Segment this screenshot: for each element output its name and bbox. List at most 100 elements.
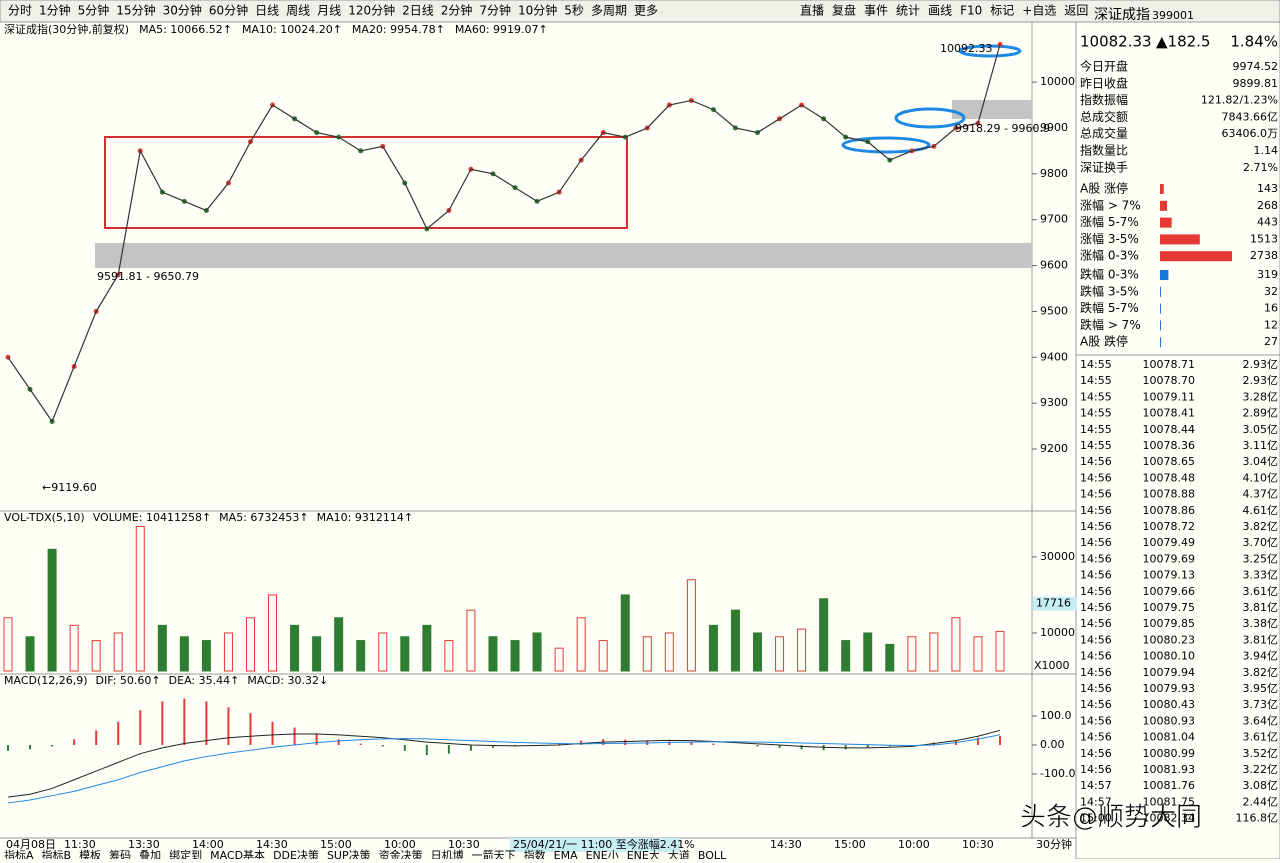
time-label: 10:00 [384,838,416,851]
volume-bar [25,636,35,672]
tick-time: 14:56 [1080,488,1112,501]
tick-time: 14:56 [1080,471,1112,484]
tool-button[interactable]: 事件 [864,4,888,18]
tick-time: 14:56 [1080,617,1112,630]
tick-time: 14:56 [1080,536,1112,549]
tick-volume: 2.44亿 [1243,795,1279,808]
period-tab[interactable]: 1分钟 [39,3,71,18]
tool-button[interactable]: +自选 [1022,4,1056,18]
breadth-label: A股 涨停 [1080,181,1128,196]
indicator-tab[interactable]: ENE大 [627,848,660,862]
breadth-bar [1160,251,1232,262]
indicator-tab[interactable]: MACD基本 [210,848,265,862]
tick-price: 10078.70 [1143,374,1196,387]
indicator-tab[interactable]: DDE决策 [273,848,319,862]
y-tick-label: 10000 [1040,75,1075,88]
time-label: 14:00 [192,838,224,851]
volume-bar [422,624,432,672]
stat-value: 1.14 [1254,144,1279,157]
period-tab[interactable]: 分时 [8,4,32,18]
stat-label: 指数振幅 [1080,92,1128,107]
tick-price: 10081.04 [1143,731,1196,744]
tick-time: 14:55 [1080,423,1112,436]
tick-volume: 3.82亿 [1243,666,1279,679]
breadth-label: 涨幅 > 7% [1080,197,1141,212]
period-tab[interactable]: 30分钟 [163,3,202,18]
period-tab[interactable]: 7分钟 [479,3,511,18]
tick-time: 14:57 [1080,795,1112,808]
tick-price: 10079.93 [1143,682,1196,695]
volume-label: MA5: 6732453↑ [219,511,308,524]
tick-volume: 3.38亿 [1243,617,1279,630]
breadth-count: 319 [1257,268,1278,281]
period-tab[interactable]: 5分钟 [78,3,110,18]
stat-value: 7843.66亿 [1222,110,1279,123]
stat-value: 121.82/1.23% [1201,94,1278,107]
tick-time: 14:56 [1080,682,1112,695]
stat-label: 总成交量 [1080,126,1128,141]
tick-volume: 3.94亿 [1243,650,1279,663]
tick-volume: 3.70亿 [1243,536,1279,549]
breadth-bar [1160,337,1161,348]
tick-time: 14:56 [1080,520,1112,533]
period-tab[interactable]: 周线 [286,4,310,18]
indicator-tab[interactable]: BOLL [698,849,727,862]
period-tab[interactable]: 2日线 [402,4,434,18]
indicator-tab[interactable]: EMA [554,849,578,862]
tick-volume: 3.64亿 [1243,714,1279,727]
indicator-tab[interactable]: 指标B [42,848,72,862]
period-tab[interactable]: 5秒 [564,4,584,18]
period-tab[interactable]: 60分钟 [209,3,248,18]
indicator-tab[interactable]: 一箭天下 [472,848,516,862]
time-label: 14:30 [770,838,802,851]
indicator-tab[interactable]: ENE小 [586,849,619,862]
period-tab[interactable]: 更多 [634,4,658,18]
tick-volume: 3.61亿 [1243,585,1279,598]
support-band [952,100,1032,119]
volume-bar [356,640,366,672]
period-tab[interactable]: 日线 [255,4,279,18]
tick-time: 14:56 [1080,569,1112,582]
indicator-tab[interactable]: 指标A [4,848,34,862]
indicator-tab[interactable]: 指数 [524,848,546,862]
tool-button[interactable]: 标记 [990,4,1014,18]
indicator-tab[interactable]: 模板 [79,848,101,862]
period-tab[interactable]: 10分钟 [518,3,557,18]
indicator-tab[interactable]: 日机博 [431,848,464,862]
tick-time: 14:56 [1080,666,1112,679]
period-tab[interactable]: 120分钟 [348,3,395,18]
tick-time: 14:55 [1080,390,1112,403]
breadth-label: 跌幅 5-7% [1080,300,1139,315]
tool-button[interactable]: 直播 [800,4,824,18]
indicator-tab[interactable]: 筹码 [109,848,131,862]
tool-button[interactable]: 画线 [928,4,952,18]
indicator-tab[interactable]: 叠加 [139,849,161,862]
volume-bar [69,624,79,672]
breadth-bar [1160,200,1168,211]
tick-price: 10078.41 [1143,407,1196,420]
tick-price: 10081.76 [1143,779,1196,792]
volume-bar [135,525,145,672]
volume-bar [488,636,498,672]
volume-bar [201,640,211,672]
tool-button[interactable]: 统计 [896,4,920,18]
tool-button[interactable]: 返回 [1064,4,1088,18]
stat-value: 9974.52 [1233,60,1279,73]
indicator-tab[interactable]: SUP决策 [327,848,371,862]
volume-bar [290,624,300,672]
indicator-tab[interactable]: 大道 [668,848,690,862]
volume-bar [47,548,57,672]
tick-price: 10080.43 [1143,698,1196,711]
indicator-tab[interactable]: 资金决策 [379,848,423,862]
period-tab[interactable]: 15分钟 [116,3,155,18]
tick-volume: 3.22亿 [1243,763,1279,776]
period-tab[interactable]: 月线 [317,4,341,18]
tick-volume: 2.89亿 [1243,407,1279,420]
indicator-tab[interactable]: 绑定到 [169,848,202,862]
tick-time: 14:55 [1080,374,1112,387]
time-label: 15:00 [834,838,866,851]
period-tab[interactable]: 2分钟 [441,3,473,18]
period-tab[interactable]: 多周期 [591,4,627,18]
tool-button[interactable]: 复盘 [832,3,856,18]
tool-button[interactable]: F10 [960,4,982,18]
